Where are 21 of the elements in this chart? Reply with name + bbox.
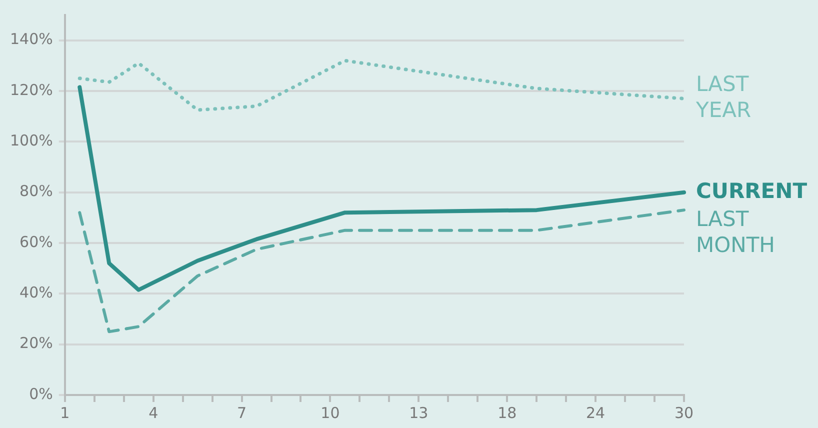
y-tick-label: 20% xyxy=(20,334,53,352)
series-label: CURRENT xyxy=(696,178,808,203)
x-tick-label: 18 xyxy=(498,404,517,422)
x-tick-label: 1 xyxy=(60,404,70,422)
line-series xyxy=(78,208,686,334)
x-tick-label: 7 xyxy=(237,404,247,422)
x-tick-label: 24 xyxy=(586,404,606,422)
y-tick-label: 140% xyxy=(10,30,53,48)
x-tick-label: 13 xyxy=(409,404,428,422)
x-tick-label: 30 xyxy=(674,404,694,422)
y-tick-label: 120% xyxy=(10,80,53,99)
x-tick-label: 10 xyxy=(320,404,340,422)
series-label: LAST YEAR xyxy=(695,72,752,122)
x-tick-label: 4 xyxy=(148,404,158,422)
series-label: LAST MONTH xyxy=(696,206,775,257)
y-tick-label: 80% xyxy=(20,182,53,200)
y-tick-label: 40% xyxy=(20,284,53,302)
y-tick-label: 0% xyxy=(29,384,53,403)
line-series xyxy=(78,58,686,112)
y-tick-label: 60% xyxy=(20,232,53,251)
y-tick-label: 100% xyxy=(10,132,53,150)
